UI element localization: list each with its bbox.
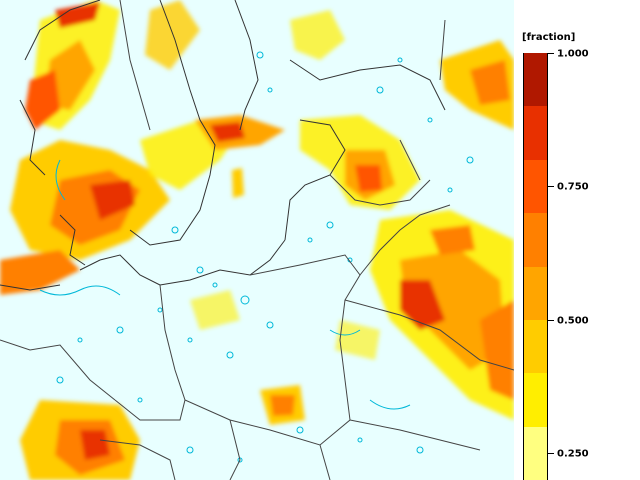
legend-color-bar: [523, 53, 548, 480]
legend-swatch: [524, 213, 547, 267]
threshold-contours: [39, 51, 474, 463]
legend-tick-label: 1.000: [557, 48, 589, 60]
legend-swatch: [524, 426, 547, 480]
legend-swatch: [524, 159, 547, 214]
legend-tick-mark: [548, 453, 554, 455]
legend-swatch: [524, 373, 547, 427]
legend-tick-label: 0.750: [557, 181, 589, 193]
legend-tick-label: 0.250: [557, 448, 589, 460]
legend-tick-mark: [548, 53, 554, 54]
legend-unit-label: [fraction]: [522, 32, 576, 43]
legend-tick-mark: [548, 319, 554, 321]
legend-tick-label: 0.500: [557, 315, 589, 327]
legend-swatch: [524, 53, 547, 107]
country-borders: [0, 0, 514, 480]
legend-swatch: [524, 266, 547, 320]
legend-swatch: [524, 106, 547, 160]
legend-panel: [fraction] 1.000 0.750 0.500 0.250: [514, 0, 640, 480]
map-area: [0, 0, 514, 480]
legend-tick-mark: [548, 186, 554, 188]
coastlines: [0, 0, 446, 291]
legend-swatch: [524, 319, 547, 374]
fraction-field: [0, 0, 514, 480]
